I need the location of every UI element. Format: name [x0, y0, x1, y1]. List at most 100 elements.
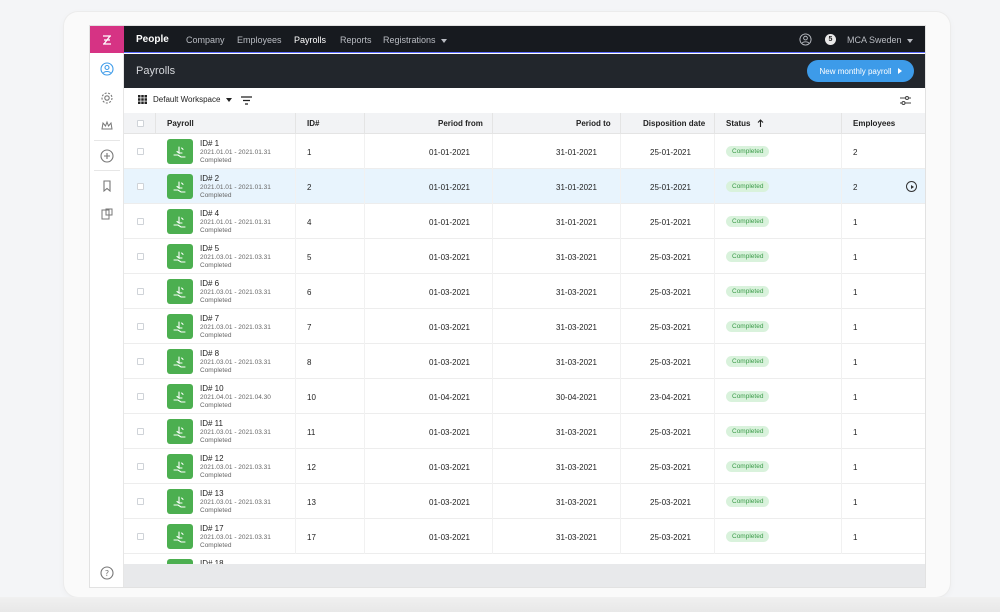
row-checkbox[interactable]: [137, 183, 144, 190]
payroll-name[interactable]: ID# 6: [200, 279, 220, 288]
help-icon[interactable]: ?: [98, 564, 116, 582]
payroll-period: 2021.03.01 - 2021.03.31: [200, 324, 271, 331]
payroll-hand-icon: [173, 145, 186, 158]
status-badge: Completed: [726, 181, 770, 192]
table-row[interactable]: ID# 13 2021.03.01 - 2021.03.31 Completed…: [124, 484, 925, 519]
row-checkbox[interactable]: [137, 218, 144, 225]
chevron-down-icon: [906, 38, 913, 43]
table-row[interactable]: ID# 8 2021.03.01 - 2021.03.31 Completed …: [124, 344, 925, 379]
row-checkbox[interactable]: [137, 323, 144, 330]
account-icon[interactable]: [799, 33, 812, 46]
row-checkbox[interactable]: [137, 393, 144, 400]
table-row[interactable]: ID# 17 2021.03.01 - 2021.03.31 Completed…: [124, 519, 925, 554]
nav-employees[interactable]: Employees: [237, 35, 282, 45]
period-from-date: 01-03-2021: [429, 323, 470, 332]
payroll-thumbnail: [167, 559, 193, 564]
payroll-hand-icon: [173, 320, 186, 333]
row-checkbox[interactable]: [137, 253, 144, 260]
payroll-name[interactable]: ID# 11: [200, 419, 223, 428]
payroll-thumbnail: [167, 139, 193, 164]
top-nav-bar: People Company Employees Payrolls Report…: [124, 26, 925, 53]
payroll-name[interactable]: ID# 4: [200, 209, 220, 218]
table-row[interactable]: ID# 6 2021.03.01 - 2021.03.31 Completed …: [124, 274, 925, 309]
new-monthly-payroll-button[interactable]: New monthly payroll: [807, 60, 914, 82]
status-badge: Completed: [726, 321, 770, 332]
table-row[interactable]: ID# 10 2021.04.01 - 2021.04.30 Completed…: [124, 379, 925, 414]
employee-count: 1: [853, 393, 858, 402]
status-badge: Completed: [726, 146, 770, 157]
payroll-name[interactable]: ID# 8: [200, 349, 220, 358]
sort-ascending-icon: [757, 119, 764, 127]
payroll-name[interactable]: ID# 12: [200, 454, 224, 463]
period-from-date: 01-04-2021: [429, 393, 470, 402]
payroll-hand-icon: [173, 530, 186, 543]
period-to-date: 31-03-2021: [556, 498, 597, 507]
payroll-period: 2021.03.01 - 2021.03.31: [200, 254, 271, 261]
payroll-id: 1: [307, 148, 312, 157]
payroll-name[interactable]: ID# 2: [200, 174, 220, 183]
column-header-disposition-date[interactable]: Disposition date: [643, 119, 706, 128]
period-to-date: 31-03-2021: [556, 323, 597, 332]
payroll-hand-icon: [173, 215, 186, 228]
open-row-button[interactable]: [906, 181, 917, 192]
company-name: MCA Sweden: [847, 35, 902, 45]
user-profile-icon[interactable]: [98, 60, 116, 78]
row-checkbox[interactable]: [137, 358, 144, 365]
period-to-date: 31-01-2021: [556, 218, 597, 227]
table-row[interactable]: ID# 18: [124, 554, 925, 564]
company-selector[interactable]: MCA Sweden: [847, 35, 913, 45]
column-header-id[interactable]: ID#: [307, 119, 320, 128]
row-checkbox[interactable]: [137, 463, 144, 470]
column-settings-icon[interactable]: [900, 96, 911, 105]
workspace-selector[interactable]: Default Workspace: [138, 95, 233, 104]
column-header-period-to[interactable]: Period to: [576, 119, 611, 128]
table-row[interactable]: ID# 5 2021.03.01 - 2021.03.31 Completed …: [124, 239, 925, 274]
row-checkbox[interactable]: [137, 533, 144, 540]
payroll-name[interactable]: ID# 10: [200, 384, 224, 393]
nav-registrations[interactable]: Registrations: [383, 35, 447, 45]
nav-reports[interactable]: Reports: [340, 35, 372, 45]
row-checkbox[interactable]: [137, 498, 144, 505]
payroll-period: 2021.03.01 - 2021.03.31: [200, 464, 271, 471]
brand-name[interactable]: People: [136, 34, 169, 45]
column-header-employees[interactable]: Employees: [853, 119, 896, 128]
disposition-date: 25-03-2021: [650, 498, 691, 507]
table-row[interactable]: ID# 1 2021.01.01 - 2021.01.31 Completed …: [124, 134, 925, 169]
app-logo[interactable]: [90, 26, 124, 53]
payroll-name[interactable]: ID# 1: [200, 139, 220, 148]
table-row[interactable]: ID# 12 2021.03.01 - 2021.03.31 Completed…: [124, 449, 925, 484]
crown-icon[interactable]: [98, 117, 116, 135]
payroll-name[interactable]: ID# 5: [200, 244, 220, 253]
select-all-checkbox[interactable]: [137, 120, 144, 127]
disposition-date: 25-03-2021: [650, 288, 691, 297]
row-checkbox[interactable]: [137, 148, 144, 155]
row-checkbox[interactable]: [137, 428, 144, 435]
bookmark-icon[interactable]: [98, 177, 116, 195]
column-header-status[interactable]: Status: [726, 119, 764, 128]
payroll-thumbnail: [167, 279, 193, 304]
add-circle-icon[interactable]: [98, 147, 116, 165]
disposition-date: 25-03-2021: [650, 358, 691, 367]
table-row[interactable]: ID# 11 2021.03.01 - 2021.03.31 Completed…: [124, 414, 925, 449]
table-row[interactable]: ID# 4 2021.01.01 - 2021.01.31 Completed …: [124, 204, 925, 239]
documents-icon[interactable]: [98, 205, 116, 223]
nav-company[interactable]: Company: [186, 35, 225, 45]
disposition-date: 25-01-2021: [650, 218, 691, 227]
table-row[interactable]: ID# 7 2021.03.01 - 2021.03.31 Completed …: [124, 309, 925, 344]
column-header-payroll[interactable]: Payroll: [167, 119, 194, 128]
filter-icon[interactable]: [241, 96, 252, 105]
row-checkbox[interactable]: [137, 288, 144, 295]
payroll-name[interactable]: ID# 18: [200, 559, 224, 564]
column-header-period-from[interactable]: Period from: [438, 119, 483, 128]
notification-badge[interactable]: 5: [825, 34, 836, 45]
employee-count: 1: [853, 288, 858, 297]
payroll-name[interactable]: ID# 13: [200, 489, 224, 498]
payroll-thumbnail: [167, 349, 193, 374]
nav-payrolls[interactable]: Payrolls: [294, 35, 327, 45]
settings-gear-icon[interactable]: [98, 89, 116, 107]
table-toolbar: Default Workspace: [124, 88, 925, 113]
table-row[interactable]: ID# 2 2021.01.01 - 2021.01.31 Completed …: [124, 169, 925, 204]
employee-count: 1: [853, 533, 858, 542]
payroll-name[interactable]: ID# 17: [200, 524, 224, 533]
payroll-name[interactable]: ID# 7: [200, 314, 220, 323]
